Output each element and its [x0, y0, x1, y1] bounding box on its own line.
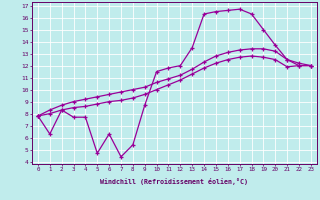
X-axis label: Windchill (Refroidissement éolien,°C): Windchill (Refroidissement éolien,°C): [100, 178, 248, 185]
